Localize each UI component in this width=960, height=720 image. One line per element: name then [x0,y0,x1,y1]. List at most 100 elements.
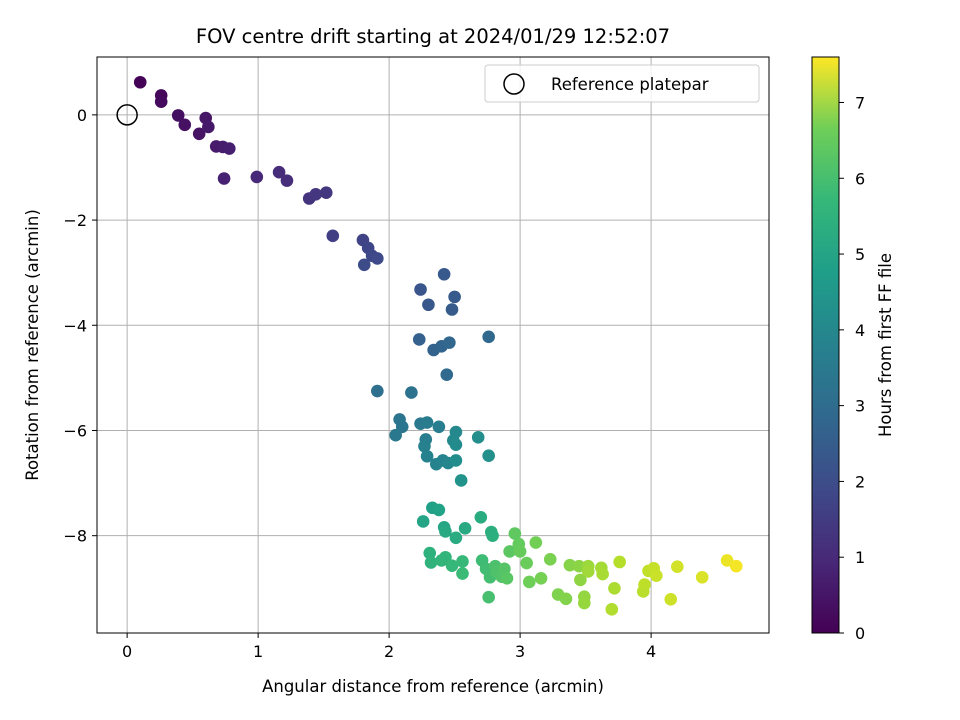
data-point [608,581,621,595]
colorbar-tick-label: 1 [855,548,865,567]
colorbar-ticks: 0 1 2 3 4 5 6 7 [839,93,865,643]
data-point [456,555,469,568]
data-point [482,590,495,604]
chart-title: FOV centre drift starting at 2024/01/29 … [196,25,670,48]
legend-label: Reference platepar [551,75,709,94]
data-point [202,120,215,134]
data-point [486,529,499,542]
data-point [522,575,536,589]
y-tick-label: −2 [63,211,87,230]
data-point [664,593,678,606]
data-point [326,229,340,243]
data-point [471,431,485,444]
data-point [513,545,527,558]
data-point [695,570,709,584]
x-tick-label: 2 [384,642,394,661]
data-point [440,368,454,382]
data-point [596,567,609,581]
data-point [357,258,371,272]
colorbar-tick-label: 6 [855,169,865,188]
data-point [280,174,294,187]
data-point [529,536,543,549]
data-point [613,555,626,569]
colorbar-tick-label: 7 [855,93,865,112]
data-point [498,562,511,576]
data-point [482,330,495,344]
data-point [449,531,463,545]
data-point [371,252,384,265]
data-point [389,428,402,442]
data-point [416,515,430,528]
colorbar: 0 1 2 3 4 5 6 7 Hours from first FF file [811,56,895,643]
x-tick-label: 3 [515,642,525,661]
data-point [250,170,264,184]
colorbar-label: Hours from first FF file [876,253,895,437]
colorbar-tick-label: 5 [855,245,865,264]
data-point [418,439,431,453]
data-point [171,109,185,122]
data-point [192,127,206,141]
data-point [454,474,468,487]
data-point [572,559,586,573]
data-point [422,298,435,312]
data-point [520,556,533,570]
data-point [412,333,426,346]
data-point [500,571,514,585]
data-point [458,522,472,535]
axes-frame [96,56,770,634]
legend: Reference platepar [484,64,760,103]
x-axis-label: Angular distance from reference (arcmin) [262,677,604,696]
data-point [559,592,573,606]
data-point [448,290,461,304]
data-point [482,449,495,463]
data-point [650,569,663,582]
data-point [456,567,469,580]
data-point [474,510,488,524]
data-point [581,565,595,578]
data-point [534,571,548,585]
x-tick-label: 1 [253,642,263,661]
data-point [414,283,427,296]
data-point [154,95,168,109]
data-point [445,559,459,572]
data-point [272,165,286,179]
data-point [577,596,591,610]
data-point [443,336,456,349]
data-point [671,560,684,574]
data-point [309,187,323,201]
data-point [432,420,446,434]
data-point [223,142,236,155]
data-point [437,267,451,281]
legend-reference-marker [503,73,525,95]
colorbar-tick-label: 0 [855,624,865,643]
data-point [424,556,438,569]
data-point [319,186,333,200]
x-tick-label: 4 [646,642,656,661]
data-point [439,525,452,538]
axes-layer: 0 1 2 3 4 0 −2 −4 −6 −8 [63,56,770,661]
data-point [405,386,418,399]
data-point [508,527,522,540]
data-point [543,553,557,566]
data-point [449,438,463,451]
data-point [605,603,619,616]
points-layer [116,75,743,616]
data-point [420,449,434,463]
colorbar-gradient [811,56,840,634]
colorbar-tick-label: 4 [855,321,865,340]
y-axis-label: Rotation from reference (arcmin) [23,209,42,481]
data-point [423,546,437,560]
data-point [217,172,231,185]
data-point [574,573,587,587]
data-point [563,558,577,572]
data-point [178,118,192,132]
y-tick-label: 0 [77,106,87,125]
data-point [432,503,446,517]
x-tick-label: 0 [122,642,132,661]
reference-platepar-marker [116,104,138,126]
data-point [445,303,459,316]
colorbar-tick-label: 3 [855,397,865,416]
data-point [449,454,463,467]
